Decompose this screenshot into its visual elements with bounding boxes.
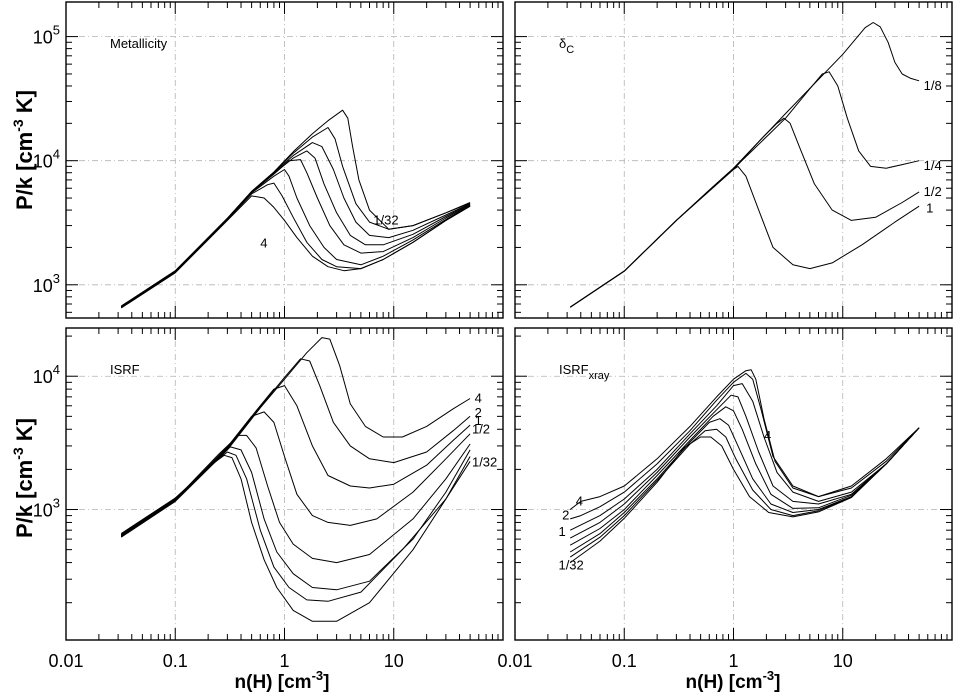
x-axis-label-right: n(H) [cm-3] [686, 668, 781, 692]
series-line [120, 142, 471, 307]
x-tick-label: 0.01 [48, 651, 83, 671]
series-line [120, 454, 471, 622]
curve-label: 4 [475, 391, 482, 406]
panel-title: ISRF [110, 362, 140, 377]
panel-frame [514, 1, 953, 319]
series-line [120, 182, 471, 309]
curve-label: 1/2 [924, 184, 942, 199]
y-axis-label-top: P/k [cm-3 K] [10, 90, 37, 210]
curve-label: 1/8 [924, 78, 942, 93]
y-tick-label: 104 [33, 147, 60, 172]
panel-metallicity: 103 104 105 Metallicity 1/32 4 [33, 1, 504, 319]
series-line [120, 446, 471, 591]
curve-label: 1 [926, 201, 933, 216]
x-tick-label: 10 [833, 651, 853, 671]
series-line [120, 109, 471, 307]
curve-label: 1/32 [472, 455, 497, 470]
panel-title: Metallicity [110, 36, 168, 51]
series-line [120, 169, 471, 308]
curve-label: 2 [562, 508, 569, 523]
y-tick-label: 105 [33, 23, 60, 48]
curve-label: 4 [764, 428, 771, 443]
x-tick-label: 1 [728, 651, 738, 671]
curve-label: 1/32 [558, 558, 583, 573]
x-tick-label: 1 [279, 651, 289, 671]
series-line [569, 427, 920, 564]
series-line [120, 411, 471, 537]
series-line [569, 117, 920, 308]
panel-frame [65, 327, 504, 641]
series-line [120, 337, 471, 538]
y-tick-label: 104 [33, 362, 60, 387]
x-tick-label: 10 [384, 651, 404, 671]
curve-label: 1/2 [472, 421, 490, 436]
series-line [569, 383, 920, 531]
curve-label: 1 [558, 524, 565, 539]
series-line [569, 394, 920, 539]
x-tick-label: 0.01 [497, 651, 532, 671]
curve-label: 4 [260, 236, 267, 251]
curve-label: 1 [475, 413, 482, 428]
x-axis-label-left: n(H) [cm-3] [235, 668, 330, 692]
curve-label: 2 [475, 405, 482, 420]
curve-label: 1/32 [373, 212, 398, 227]
y-tick-label: 103 [33, 271, 60, 296]
x-tick-label: 0.1 [612, 651, 637, 671]
curve-label: 1/4 [924, 158, 942, 173]
series-line [120, 195, 471, 309]
y-tick-label: 103 [33, 496, 60, 521]
panel-frame [514, 327, 953, 641]
panel-frame [65, 1, 504, 319]
curve-label: 4 [576, 493, 583, 508]
series-line [120, 358, 471, 538]
series-line [120, 434, 471, 564]
series-line [569, 165, 920, 308]
series-line [570, 372, 920, 520]
series-line [569, 418, 920, 553]
series-line [569, 427, 920, 558]
series-line [120, 451, 471, 602]
panel-title: δC [559, 36, 574, 56]
panel-title: ISRFxray [559, 362, 610, 382]
series-line [569, 406, 920, 546]
series-line [120, 150, 471, 307]
series-line [569, 22, 920, 308]
x-tick-label: 0.1 [163, 651, 188, 671]
panel-delta-c: δC 1/8 1/4 1/2 1 [514, 1, 953, 319]
y-axis-label-bottom: P/k [cm-3 K] [10, 418, 37, 538]
